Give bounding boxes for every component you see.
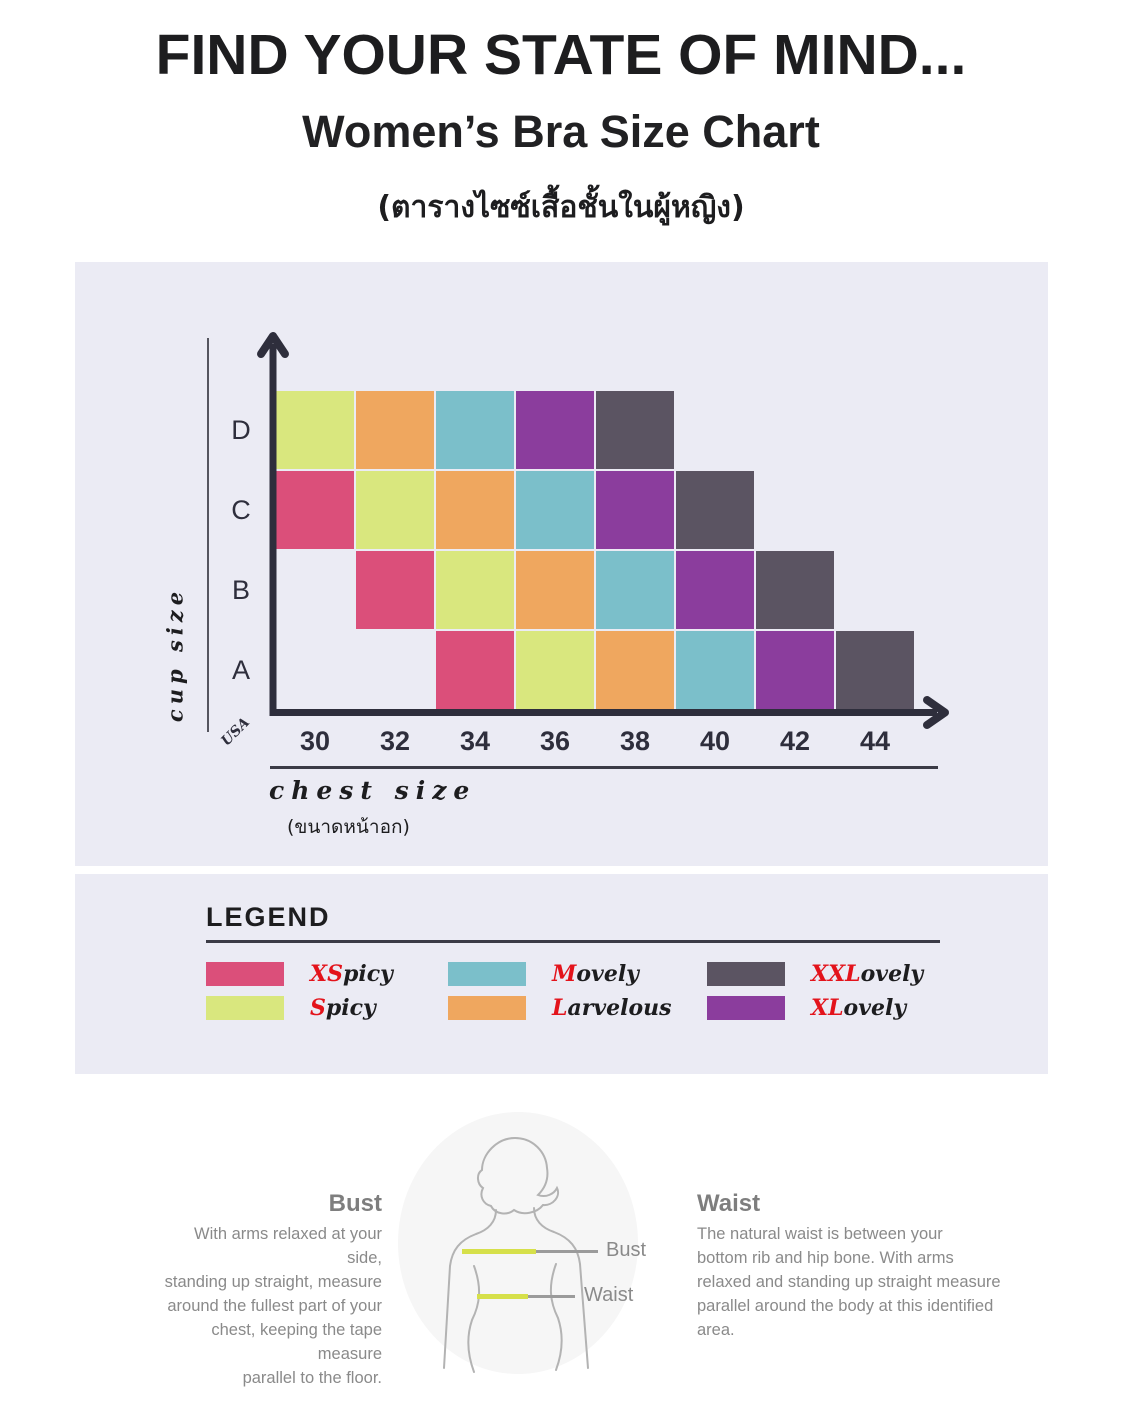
legend-swatch-movely (448, 962, 526, 986)
grid-cell-B-36 (516, 551, 594, 629)
cup-label-B: B (231, 575, 250, 605)
grid-cell-B-32 (356, 551, 434, 629)
cup-label-D: D (231, 415, 251, 445)
waist-body-text: The natural waist is between your bottom… (697, 1225, 1001, 1339)
grid-cell-B-42 (756, 551, 834, 629)
x-axis-arrow-icon (923, 696, 949, 729)
legend-label-movely: Movely (552, 961, 639, 987)
legend-item-xlovely: XLovely (707, 995, 923, 1021)
bust-measure-line (462, 1249, 536, 1254)
legend-label-xxlovely: XXLovely (811, 961, 924, 987)
legend-label-larvelous: Larvelous (552, 995, 672, 1021)
body-figure-circle (398, 1112, 638, 1374)
x-tick-34: 34 (459, 726, 491, 756)
waist-pointer-line (528, 1295, 575, 1298)
cup-size-rule (207, 338, 209, 732)
bust-body-text: With arms relaxed at your side, standing… (164, 1225, 382, 1387)
grid-cell-A-34 (436, 631, 514, 709)
grid-cell-D-38 (596, 391, 674, 469)
x-tick-36: 36 (539, 726, 571, 756)
waist-instructions: Waist The natural waist is between your … (697, 1190, 1002, 1342)
waist-heading: Waist (697, 1190, 761, 1217)
page-subtitle-thai: (ตารางไซซ์เสื้อชั้นในผู้หญิง) (377, 190, 745, 225)
legend-swatch-larvelous (448, 996, 526, 1020)
grid-cell-A-44 (836, 631, 914, 709)
grid-cell-D-30 (276, 391, 354, 469)
legend-swatch-xxlovely (707, 962, 785, 986)
woman-back-outline-icon (443, 1136, 589, 1373)
legend-label-xspicy: XSpicy (310, 961, 393, 987)
chart-axes (257, 332, 949, 729)
legend-column-2: Movely Larvelous (448, 961, 672, 1030)
bust-figure-label: Bust (606, 1239, 647, 1261)
grid-cell-A-38 (596, 631, 674, 709)
x-axis-title: chest size (269, 776, 477, 805)
waist-figure-label: Waist (584, 1284, 634, 1306)
grid-cell-D-32 (356, 391, 434, 469)
grid-cell-B-38 (596, 551, 674, 629)
grid-cell-B-34 (436, 551, 514, 629)
grid-cell-C-38 (596, 471, 674, 549)
grid-cell-C-40 (676, 471, 754, 549)
chest-size-rule (270, 766, 938, 769)
legend-swatch-spicy (206, 996, 284, 1020)
x-tick-44: 44 (859, 726, 891, 756)
legend-item-larvelous: Larvelous (448, 995, 672, 1021)
x-tick-32: 32 (379, 726, 411, 756)
x-tick-38: 38 (619, 726, 651, 756)
grid-cell-A-40 (676, 631, 754, 709)
legend-swatch-xlovely (707, 996, 785, 1020)
x-tick-42: 42 (779, 726, 811, 756)
legend-item-spicy: Spicy (206, 995, 393, 1021)
grid-cell-C-36 (516, 471, 594, 549)
x-axis-title-thai: (ขนาดหน้าอก) (287, 816, 410, 838)
legend-label-xlovely: XLovely (811, 995, 907, 1021)
waist-measure-line (477, 1294, 528, 1299)
legend-column-3: XXLovely XLovely (707, 961, 924, 1030)
grid-cell-C-30 (276, 471, 354, 549)
grid-cell-C-32 (356, 471, 434, 549)
grid-cell-A-42 (756, 631, 834, 709)
legend-panel: LEGEND XSpicy Spicy Movely Larvelous XXLovel… (75, 874, 1048, 1074)
legend-column-1: XSpicy Spicy (206, 961, 393, 1030)
page-subtitle: Women’s Bra Size Chart (302, 106, 820, 157)
legend-item-xxlovely: XXLovely (707, 961, 924, 987)
grid-cell-D-34 (436, 391, 514, 469)
legend-item-xspicy: XSpicy (206, 961, 393, 987)
legend-rule (206, 940, 940, 943)
legend-title: LEGEND (206, 902, 331, 932)
grid-cell-C-34 (436, 471, 514, 549)
grid-cell-B-40 (676, 551, 754, 629)
bust-heading: Bust (328, 1190, 382, 1217)
legend-item-movely: Movely (448, 961, 672, 987)
bust-pointer-line (536, 1250, 598, 1253)
grid-cell-D-36 (516, 391, 594, 469)
legend-swatch-xspicy (206, 962, 284, 986)
page-title: FIND YOUR STATE OF MIND... (155, 23, 967, 87)
x-tick-40: 40 (699, 726, 731, 756)
x-tick-30: 30 (299, 726, 331, 756)
cup-label-A: A (231, 655, 250, 685)
cup-label-C: C (231, 495, 251, 525)
grid-cell-A-36 (516, 631, 594, 709)
bust-instructions: Bust With arms relaxed at your side, sta… (160, 1190, 382, 1390)
y-axis-arrow-icon (257, 332, 289, 358)
legend-label-spicy: Spicy (310, 995, 376, 1021)
